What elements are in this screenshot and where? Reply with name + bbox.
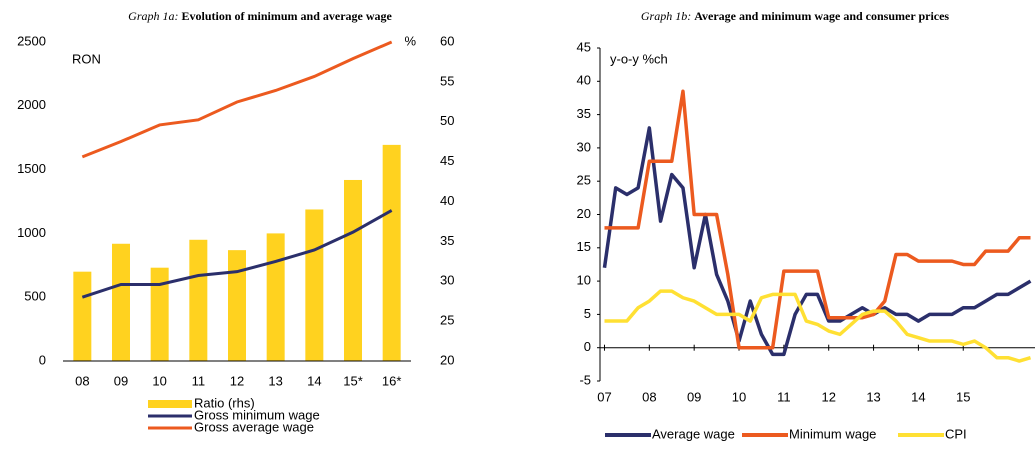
y-tick-label: 10 <box>577 273 591 288</box>
y-tick-label: 15 <box>577 239 591 254</box>
y-tick-label: 2500 <box>17 33 46 48</box>
x-tick-label: 16* <box>382 373 402 388</box>
x-tick-label: 11 <box>192 373 206 388</box>
y-tick-label: 20 <box>577 206 591 221</box>
y-unit: y-o-y %ch <box>610 51 668 66</box>
title-prefix: Graph 1b: <box>640 9 692 23</box>
y2-tick-label: 25 <box>440 313 454 328</box>
bar <box>150 267 169 361</box>
legend-label: Gross minimum wage <box>194 407 320 422</box>
bar <box>382 144 401 361</box>
y-tick-label: 35 <box>577 106 591 121</box>
bar <box>73 271 92 361</box>
bar <box>228 250 246 361</box>
x-tick-label: 14 <box>911 389 925 404</box>
legend-label: Average wage <box>652 426 735 441</box>
legend-label: CPI <box>945 426 967 441</box>
x-tick-label: 11 <box>777 389 791 404</box>
x-tick-label: 08 <box>75 373 89 388</box>
legend-swatch <box>148 400 192 408</box>
line-series <box>81 40 393 159</box>
legend-label: Minimum wage <box>789 426 876 441</box>
x-tick-label: 10 <box>152 373 166 388</box>
y-tick-label: 30 <box>577 139 591 154</box>
x-tick-label: 15 <box>956 389 970 404</box>
x-tick-label: 09 <box>114 373 128 388</box>
legend-label: Ratio (rhs) <box>194 395 255 410</box>
line-series <box>602 126 1032 357</box>
y-unit: RON <box>72 51 101 66</box>
x-tick-label: 12 <box>230 373 244 388</box>
bar <box>305 209 324 361</box>
y2-tick-label: 45 <box>440 153 454 168</box>
bar <box>266 233 285 361</box>
line-series <box>604 289 1032 363</box>
y-tick-label: 1500 <box>17 161 46 176</box>
y2-tick-label: 30 <box>440 273 454 288</box>
title-text: Evolution of minimum and average wage <box>181 9 392 23</box>
y2-unit: % <box>404 33 416 48</box>
x-tick-label: 10 <box>732 389 746 404</box>
y-tick-label: 0 <box>584 339 591 354</box>
chart-title: Graph 1a: Evolution of minimum and avera… <box>40 10 480 23</box>
y2-tick-label: 55 <box>440 73 454 88</box>
x-tick-label: 08 <box>642 389 656 404</box>
y-tick-label: 25 <box>577 173 591 188</box>
title-prefix: Graph 1a: <box>128 9 179 23</box>
x-tick-label: 07 <box>597 389 611 404</box>
title-text: Average and minimum wage and consumer pr… <box>694 9 950 23</box>
y-tick-label: 40 <box>577 73 591 88</box>
x-tick-label: 09 <box>687 389 701 404</box>
y-tick-label: 2000 <box>17 97 46 112</box>
y-tick-label: -5 <box>579 372 591 387</box>
y2-tick-label: 50 <box>440 113 454 128</box>
y2-tick-label: 35 <box>440 233 454 248</box>
y-tick-label: 45 <box>577 39 591 54</box>
bar <box>344 179 362 361</box>
chart-title: Graph 1b: Average and minimum wage and c… <box>630 10 960 23</box>
y-tick-label: 5 <box>584 306 591 321</box>
line-series <box>81 209 393 299</box>
bar <box>189 239 208 361</box>
y-tick-label: 1000 <box>17 225 46 240</box>
y-tick-label: 0 <box>39 352 46 367</box>
line-series <box>604 89 1031 350</box>
x-tick-label: 15* <box>343 373 363 388</box>
x-tick-label: 14 <box>307 373 321 388</box>
legend-label: Gross average wage <box>194 419 314 434</box>
x-tick-label: 12 <box>821 389 835 404</box>
x-tick-label: 13 <box>268 373 282 388</box>
y-tick-label: 500 <box>24 289 46 304</box>
y2-tick-label: 60 <box>440 33 454 48</box>
x-tick-label: 13 <box>866 389 880 404</box>
bar <box>112 243 130 361</box>
y2-tick-label: 20 <box>440 352 454 367</box>
y2-tick-label: 40 <box>440 193 454 208</box>
